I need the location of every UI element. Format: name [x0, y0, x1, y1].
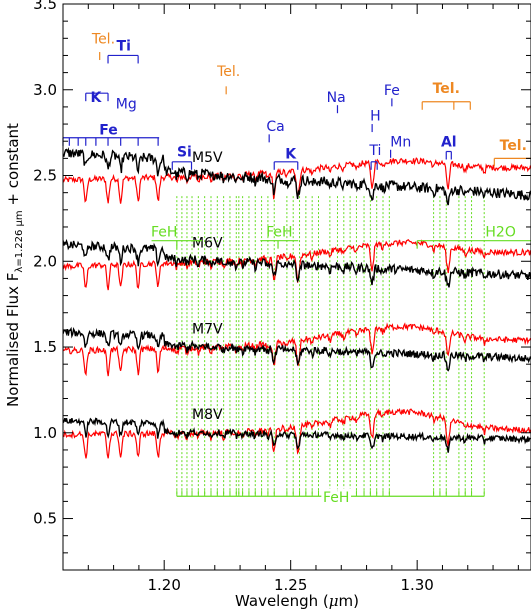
series-label-M5V: M5V	[192, 150, 223, 166]
y-tick-label: 0.5	[33, 510, 57, 528]
axes: 1.20 1.25 1.30 0.5 1.0 1.5 2.0 2.5 3.0 3.5	[33, 0, 531, 594]
y-tick-label: 1.0	[33, 424, 57, 442]
atom-label: Mg	[116, 97, 137, 113]
x-tick-label: 1.30	[400, 576, 433, 594]
atom-label: Ca	[266, 119, 284, 135]
observed-spectrum-M7V	[63, 326, 531, 372]
telluric-label: Tel.	[91, 31, 115, 47]
series-label-M7V: M7V	[192, 321, 223, 337]
spectra-series: M5V M6V M7V M8V	[63, 146, 531, 459]
spectrum-M5V: M5V	[63, 146, 531, 206]
observed-spectrum-M6V	[63, 238, 531, 288]
feh-bar-label: FeH	[323, 490, 349, 506]
molecule-label: H2O	[485, 225, 515, 241]
telluric-label: Tel.	[433, 81, 460, 97]
spectrum-M6V: M6V	[63, 236, 531, 291]
atom-label: K	[285, 146, 297, 162]
model-spectrum-M8V	[63, 407, 531, 459]
x-tick-label: 1.20	[147, 576, 180, 594]
atom-label: Ti	[368, 143, 381, 159]
observed-spectrum-M5V	[63, 146, 531, 206]
atom-label: Si	[177, 145, 192, 161]
y-tick-label: 2.5	[33, 167, 57, 185]
series-label-M8V: M8V	[192, 407, 223, 423]
atom-label: Fe	[99, 122, 118, 138]
spectrum-M7V: M7V	[63, 321, 531, 377]
y-axis-title: Normalised Flux Fλ=1.226 μm + constant	[4, 123, 25, 407]
observed-spectrum-M8V	[63, 417, 531, 453]
y-tick-label: 1.5	[33, 338, 57, 356]
y-tick-label: 2.0	[33, 252, 57, 270]
y-tick-label: 3.0	[33, 81, 57, 99]
atom-label: Na	[327, 90, 346, 106]
series-label-M6V: M6V	[192, 236, 223, 252]
atom-label: Ti	[117, 38, 131, 54]
spectrum-M8V: M8V	[63, 407, 531, 459]
molecule-label: FeH	[266, 225, 292, 241]
atom-label: Al	[441, 134, 457, 150]
x-axis-title: Wavelengh (μm)	[235, 592, 359, 610]
atom-label: K	[90, 90, 102, 106]
atom-label: Fe	[384, 83, 400, 99]
atom-label: H	[370, 109, 381, 125]
atom-label: Mn	[390, 134, 411, 150]
plot-frame	[62, 3, 531, 571]
y-tick-label: 3.5	[33, 0, 57, 13]
molecule-label: FeH	[151, 225, 177, 241]
telluric-label: Tel.	[216, 64, 240, 80]
telluric-label: Tel.	[500, 138, 527, 154]
x-tick-label: 1.25	[274, 576, 307, 594]
